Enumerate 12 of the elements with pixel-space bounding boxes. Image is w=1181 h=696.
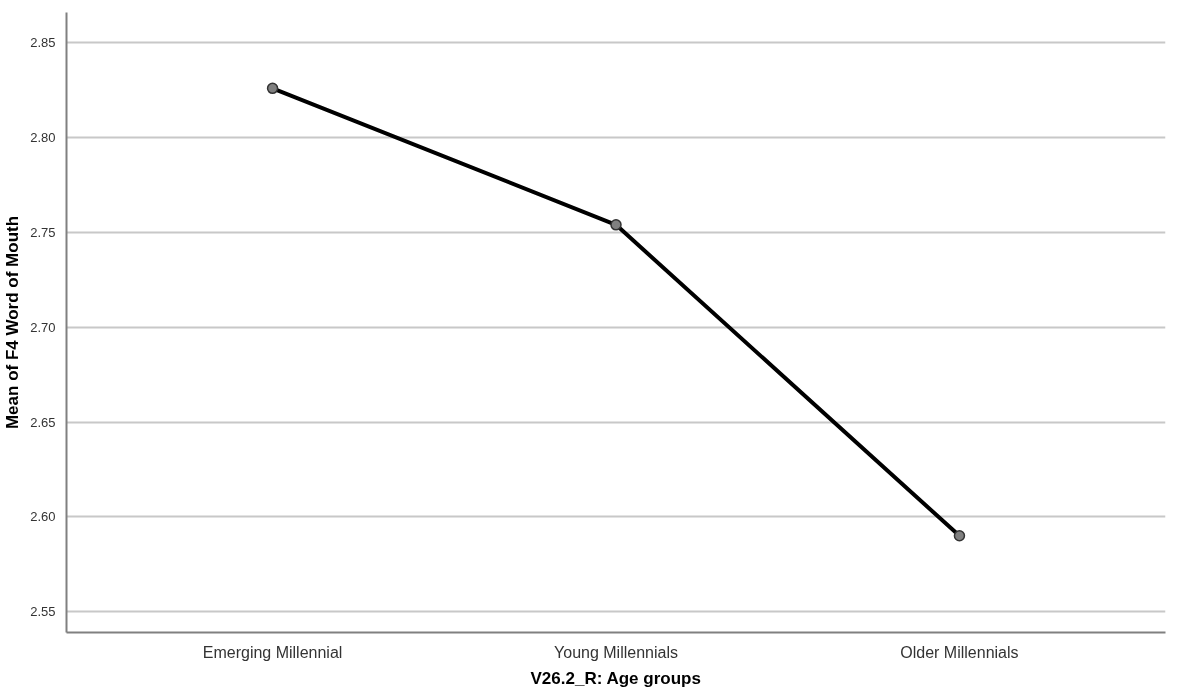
y-tick-label: 2.80 [30, 130, 56, 146]
y-tick-label: 2.55 [30, 604, 56, 620]
y-axis-title: Mean of F4 Word of Mouth [3, 215, 23, 430]
x-tick-label: Young Millennials [554, 643, 678, 661]
y-tick-label: 2.65 [30, 414, 56, 430]
y-tick-label: 2.70 [30, 319, 56, 335]
x-axis-title: V26.2_R: Age groups [530, 668, 701, 688]
y-tick-label: 2.85 [30, 35, 56, 51]
x-tick-label: Emerging Millennial [202, 643, 343, 661]
x-tick-label: Older Millennials [900, 643, 1019, 661]
y-tick-label: 2.75 [30, 224, 56, 240]
y-tick-label: 2.60 [30, 509, 56, 525]
